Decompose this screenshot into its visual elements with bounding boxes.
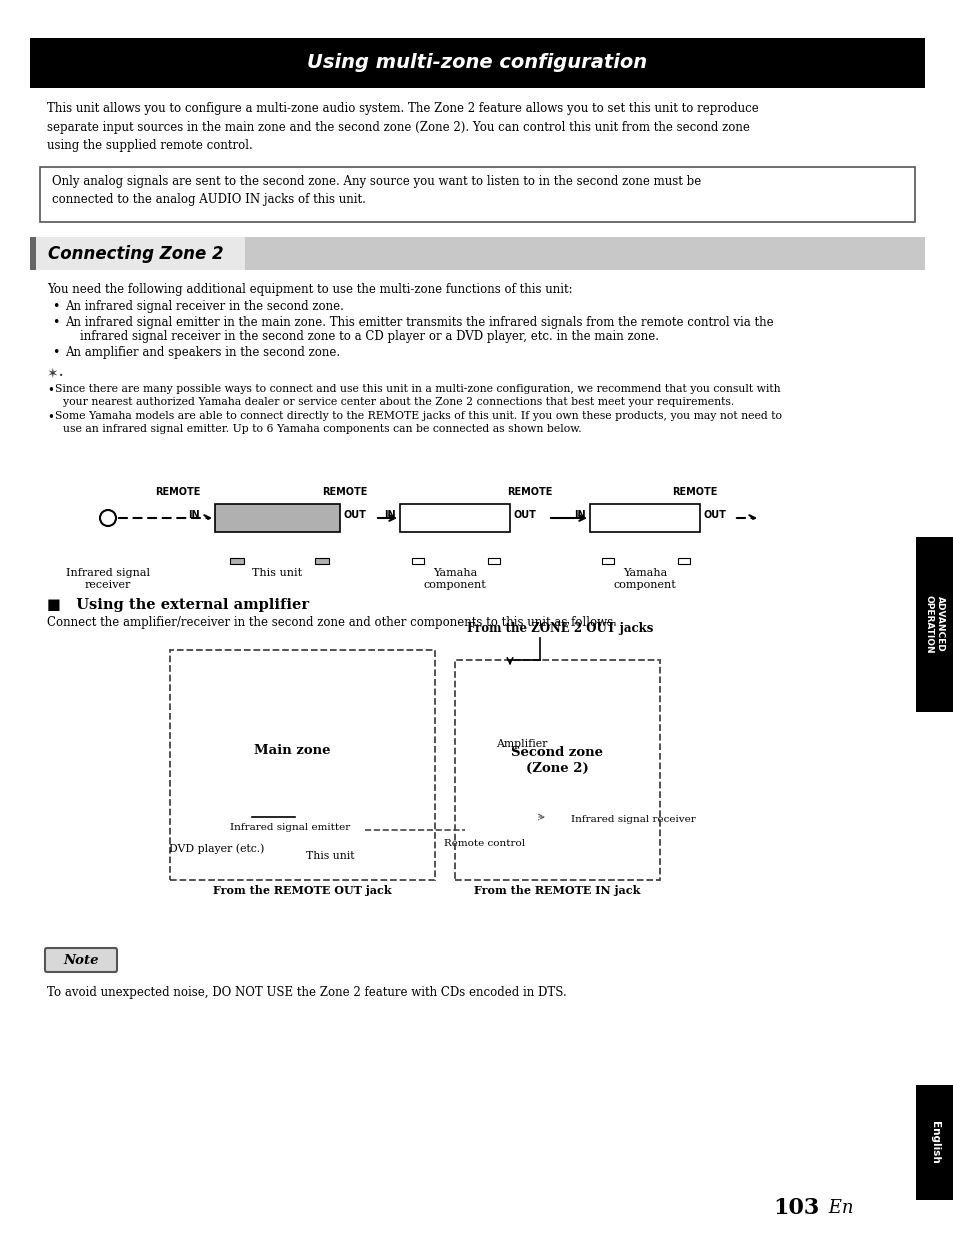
FancyBboxPatch shape: [465, 671, 494, 701]
Bar: [30, 237, 924, 270]
Text: An amplifier and speakers in the second zone.: An amplifier and speakers in the second …: [65, 346, 340, 359]
Bar: [30, 237, 36, 270]
Text: ■   Using the external amplifier: ■ Using the external amplifier: [47, 598, 309, 613]
Bar: [314, 558, 329, 564]
Text: ✶: ✶: [47, 367, 58, 382]
Text: Connect the amplifier/receiver in the second zone and other components to this u: Connect the amplifier/receiver in the se…: [47, 616, 617, 629]
Bar: [455, 659, 659, 881]
Text: Some Yamaha models are able to connect directly to the REMOTE jacks of this unit: Some Yamaha models are able to connect d…: [55, 411, 781, 421]
FancyBboxPatch shape: [185, 661, 205, 685]
Bar: [412, 558, 423, 564]
Bar: [915, 1086, 953, 1200]
FancyBboxPatch shape: [556, 671, 583, 701]
Text: Yamaha
component: Yamaha component: [423, 568, 486, 590]
Bar: [30, 38, 924, 88]
Text: This unit: This unit: [305, 851, 354, 861]
Text: IN: IN: [188, 510, 200, 520]
Text: Main zone: Main zone: [253, 743, 330, 757]
Bar: [399, 504, 510, 532]
Text: An infrared signal receiver in the second zone.: An infrared signal receiver in the secon…: [65, 300, 343, 312]
Text: Using multi-zone configuration: Using multi-zone configuration: [307, 53, 646, 73]
Text: REMOTE: REMOTE: [322, 487, 367, 496]
Text: Connecting Zone 2: Connecting Zone 2: [48, 245, 223, 263]
Bar: [547, 808, 565, 826]
FancyBboxPatch shape: [269, 671, 301, 706]
Text: IN: IN: [574, 510, 585, 520]
Text: IN: IN: [384, 510, 395, 520]
FancyBboxPatch shape: [505, 671, 534, 701]
Text: your nearest authorized Yamaha dealer or service center about the Zone 2 connect: your nearest authorized Yamaha dealer or…: [63, 396, 734, 408]
Bar: [182, 800, 252, 835]
Text: Since there are many possible ways to connect and use this unit in a multi-zone : Since there are many possible ways to co…: [55, 384, 780, 394]
FancyBboxPatch shape: [331, 837, 369, 867]
Text: From the ZONE 2 OUT jacks: From the ZONE 2 OUT jacks: [466, 622, 653, 635]
Text: •: •: [47, 384, 53, 396]
FancyBboxPatch shape: [560, 664, 578, 685]
FancyBboxPatch shape: [471, 664, 489, 685]
Bar: [294, 795, 365, 844]
Bar: [915, 537, 953, 713]
FancyBboxPatch shape: [224, 671, 255, 706]
Bar: [214, 504, 339, 532]
Text: •: •: [52, 300, 59, 312]
FancyBboxPatch shape: [171, 837, 209, 867]
Text: ·: ·: [58, 367, 64, 387]
Text: Remote control: Remote control: [444, 839, 525, 848]
Text: To avoid unexpected noise, DO NOT USE the Zone 2 feature with CDs encoded in DTS: To avoid unexpected noise, DO NOT USE th…: [47, 986, 566, 999]
Bar: [30, 237, 245, 270]
Bar: [40, 167, 914, 222]
Text: Only analog signals are sent to the second zone. Any source you want to listen t: Only analog signals are sent to the seco…: [52, 175, 700, 206]
Polygon shape: [322, 677, 357, 713]
Text: ADVANCED
OPERATION: ADVANCED OPERATION: [923, 595, 944, 653]
Text: This unit allows you to configure a multi-zone audio system. The Zone 2 feature : This unit allows you to configure a mult…: [47, 103, 758, 152]
Text: infrared signal receiver in the second zone to a CD player or a DVD player, etc.: infrared signal receiver in the second z…: [80, 330, 659, 343]
Bar: [170, 650, 435, 881]
Text: You need the following additional equipment to use the multi-zone functions of t: You need the following additional equipm…: [47, 283, 572, 296]
Circle shape: [210, 827, 220, 837]
FancyBboxPatch shape: [511, 664, 529, 685]
Text: Infrared signal emitter: Infrared signal emitter: [230, 823, 350, 831]
Text: Infrared signal
receiver: Infrared signal receiver: [66, 568, 150, 590]
Text: OUT: OUT: [703, 510, 726, 520]
Bar: [678, 558, 689, 564]
Bar: [495, 710, 550, 735]
Bar: [464, 808, 504, 832]
Text: •: •: [52, 346, 59, 359]
Text: English: English: [929, 1120, 939, 1163]
Bar: [230, 558, 244, 564]
Text: From the REMOTE OUT jack: From the REMOTE OUT jack: [213, 885, 391, 897]
Bar: [303, 842, 313, 850]
Text: REMOTE: REMOTE: [507, 487, 552, 496]
Bar: [601, 558, 614, 564]
FancyBboxPatch shape: [179, 671, 211, 706]
Text: En: En: [822, 1199, 853, 1216]
Text: An infrared signal emitter in the main zone. This emitter transmits the infrared: An infrared signal emitter in the main z…: [65, 316, 773, 329]
Text: OUT: OUT: [344, 510, 367, 520]
Text: Second zone
(Zone 2): Second zone (Zone 2): [511, 746, 602, 774]
FancyBboxPatch shape: [230, 661, 250, 685]
Text: This unit: This unit: [252, 568, 302, 578]
Text: REMOTE: REMOTE: [155, 487, 200, 496]
Bar: [589, 504, 700, 532]
Text: Infrared signal receiver: Infrared signal receiver: [571, 815, 695, 825]
Text: Amplifier: Amplifier: [496, 739, 547, 748]
Text: Yamaha
component: Yamaha component: [613, 568, 676, 590]
Text: use an infrared signal emitter. Up to 6 Yamaha components can be connected as sh: use an infrared signal emitter. Up to 6 …: [63, 424, 581, 433]
Text: Note: Note: [63, 953, 99, 967]
Text: •: •: [52, 316, 59, 329]
Text: 103: 103: [773, 1197, 820, 1219]
Text: DVD player (etc.): DVD player (etc.): [169, 844, 264, 853]
FancyBboxPatch shape: [45, 948, 117, 972]
Text: OUT: OUT: [514, 510, 537, 520]
Text: •: •: [47, 411, 53, 424]
Bar: [488, 558, 499, 564]
Text: From the REMOTE IN jack: From the REMOTE IN jack: [474, 885, 639, 897]
Bar: [347, 842, 356, 850]
FancyBboxPatch shape: [274, 661, 294, 685]
Text: REMOTE: REMOTE: [672, 487, 717, 496]
